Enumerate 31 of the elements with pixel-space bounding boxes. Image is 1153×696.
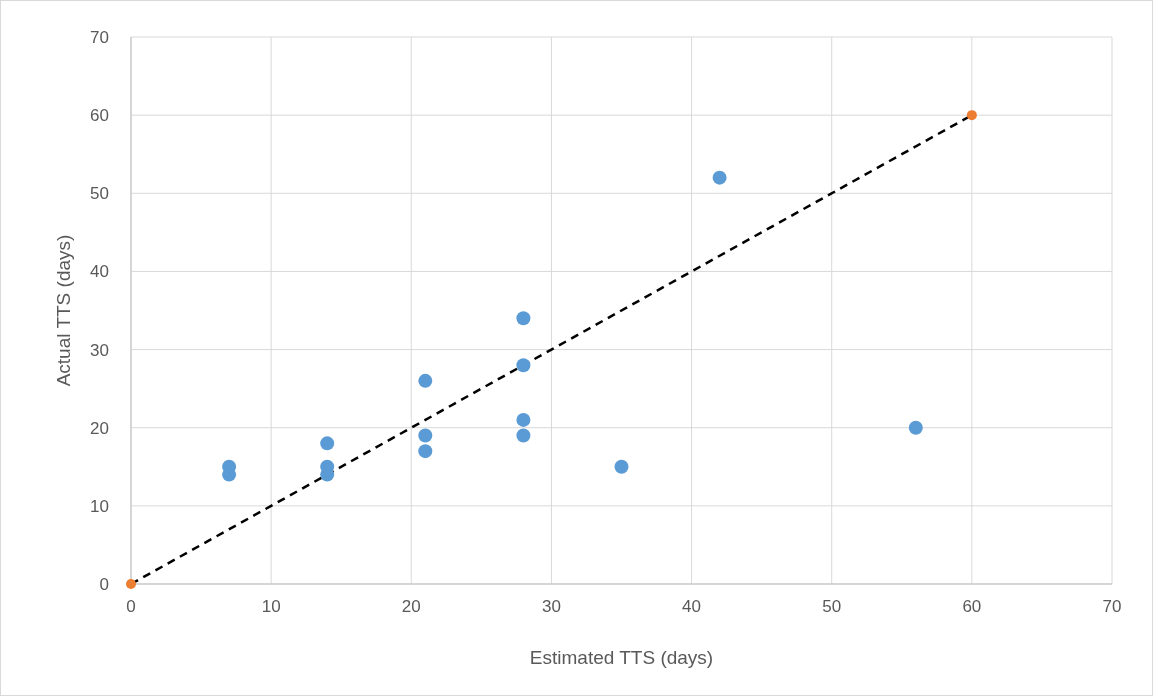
- x-tick-label: 40: [682, 597, 702, 616]
- y-tick-label: 20: [90, 418, 109, 438]
- point: [516, 358, 531, 373]
- y-tick-label: 0: [99, 575, 109, 594]
- point: [126, 579, 136, 589]
- point: [516, 311, 531, 326]
- x-tick-label: 30: [541, 597, 561, 616]
- point: [966, 110, 977, 121]
- point: [418, 373, 433, 388]
- x-tick-label: 0: [126, 597, 136, 616]
- x-axis-title: Estimated TTS (days): [529, 647, 714, 668]
- y-tick-label: 70: [90, 28, 109, 47]
- x-tick-label: 10: [261, 597, 281, 616]
- x-tick-label: 20: [401, 597, 421, 616]
- y-tick-label: 10: [90, 496, 109, 516]
- y-tick-label: 50: [90, 184, 109, 204]
- y-tick-label: 60: [90, 106, 109, 126]
- point: [908, 420, 923, 435]
- point: [712, 170, 727, 185]
- point: [418, 444, 433, 459]
- point: [516, 428, 531, 443]
- point: [614, 459, 629, 474]
- x-tick-label: 60: [962, 597, 982, 616]
- y-tick-label: 30: [90, 340, 109, 360]
- point: [516, 412, 531, 427]
- x-tick-label: 70: [1102, 597, 1122, 616]
- point: [418, 428, 433, 443]
- point: [320, 436, 335, 451]
- x-tick-label: 50: [822, 597, 842, 616]
- y-axis-title: Actual TTS (days): [53, 234, 74, 387]
- y-tick-label: 40: [90, 262, 109, 282]
